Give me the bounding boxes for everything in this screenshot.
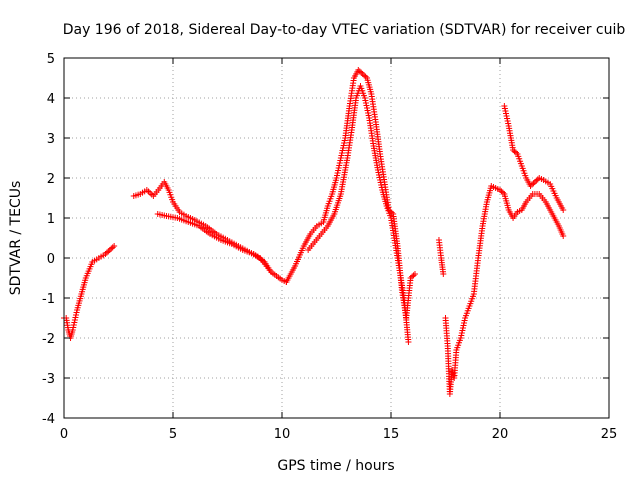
data-point: [533, 177, 540, 184]
x-axis-title: GPS time / hours: [277, 458, 394, 474]
data-point: [560, 233, 567, 239]
data-point: [409, 273, 416, 280]
y-tick-label: 3: [47, 132, 55, 147]
chart-title: Day 196 of 2018, Sidereal Day-to-day VTE…: [63, 22, 626, 38]
series-seg-e: [305, 83, 412, 345]
data-point: [358, 69, 365, 76]
data-point: [407, 275, 414, 281]
x-tick-label: 20: [492, 427, 509, 442]
data-point: [527, 183, 534, 189]
data-point: [511, 148, 518, 155]
data-point: [440, 271, 447, 277]
data-point: [530, 180, 537, 187]
data-point: [499, 189, 506, 196]
plot-frame: [63, 57, 610, 419]
y-tick-label: 2: [47, 172, 55, 187]
y-tick-label: 0: [47, 252, 55, 267]
data-point: [362, 73, 369, 80]
data-point: [105, 248, 112, 255]
data-point: [531, 179, 538, 185]
y-tick-label: -2: [42, 332, 55, 347]
y-tick-label: -4: [42, 412, 55, 427]
data-point: [109, 244, 116, 251]
y-axis-title: SDTVAR / TECUs: [8, 181, 24, 296]
y-tick-label: 1: [47, 212, 55, 227]
axis-ticks: 0 5 10 15 20 25 -4 -3 -2 -1 0 1 2 3 4 5: [42, 52, 617, 442]
data-point: [411, 271, 418, 277]
data-point: [355, 67, 362, 73]
series-seg-g: [442, 183, 567, 397]
series-seg-c: [154, 211, 275, 275]
y-tick-label: -3: [42, 372, 55, 387]
series-seg-d: [283, 67, 418, 321]
data-point: [359, 71, 366, 77]
data-point: [103, 249, 110, 256]
x-tick-label: 0: [60, 427, 68, 442]
series-seg-f: [435, 237, 447, 277]
data-point: [528, 181, 535, 188]
series-seg-h: [501, 103, 567, 213]
data-point: [268, 269, 275, 275]
data-point: [111, 243, 118, 249]
data-point: [498, 188, 505, 195]
data-point: [497, 187, 503, 193]
x-tick-label: 15: [383, 427, 400, 442]
y-tick-label: 4: [47, 92, 55, 107]
y-tick-label: -1: [42, 292, 55, 307]
data-point: [361, 72, 368, 79]
data-point: [108, 245, 115, 252]
data-point: [405, 339, 412, 345]
series-seg-a: [61, 243, 118, 341]
data-point: [106, 247, 113, 253]
data-point: [102, 251, 109, 257]
x-tick-label: 10: [274, 427, 291, 442]
data-point: [512, 149, 519, 156]
y-tick-label: 5: [47, 52, 55, 67]
x-tick-label: 5: [169, 427, 177, 442]
grid: [64, 58, 609, 418]
data-series: [61, 67, 567, 397]
x-tick-label: 25: [601, 427, 618, 442]
data-point: [410, 272, 417, 279]
data-point: [356, 68, 363, 75]
data-point: [510, 147, 517, 153]
data-point: [560, 207, 567, 213]
